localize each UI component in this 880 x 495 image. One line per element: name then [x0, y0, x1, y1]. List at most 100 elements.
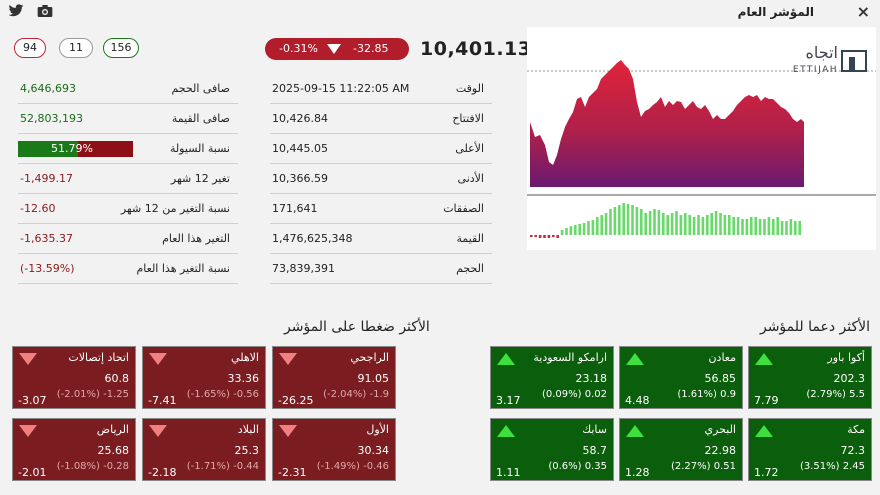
volume-bar [750, 217, 753, 235]
volume-bar [626, 204, 630, 235]
volume-bar [758, 219, 762, 235]
volume-bar [600, 215, 603, 235]
pressure-stock-card[interactable]: الراجحي 91.05 (-2.04%) -1.9 -26.25 [272, 346, 396, 409]
unchanged-count-badge: 11 [59, 38, 93, 58]
support-stock-card[interactable]: سابك 58.7 (0.6%) 0.35 1.11 [490, 418, 614, 481]
stock-price: 25.68 [97, 444, 130, 457]
detail-label: الأعلى [455, 142, 484, 155]
stock-change: (0.09%) 0.02 [541, 389, 607, 400]
index-impact: -26.25 [278, 394, 314, 407]
volume-bar [565, 228, 568, 235]
down-arrow-icon [327, 44, 341, 54]
support-stock-card[interactable]: معادن 56.85 (1.61%) 0.9 4.48 [619, 346, 743, 409]
detail-row: 2025-09-15 11:22:05 AM الوقت [270, 74, 492, 104]
stat-value: -1,635.37 [20, 232, 73, 245]
pressure-stock-card[interactable]: البلاد 25.3 (-1.71%) -0.44 -2.18 [142, 418, 266, 481]
detail-label: الأدنى [457, 172, 484, 185]
volume-bar [723, 215, 727, 235]
index-impact: -3.07 [18, 394, 47, 407]
volume-bar [745, 219, 749, 235]
volume-bar [684, 213, 687, 235]
pressure-stock-card[interactable]: اتحاد إتصالات 60.8 (-2.01%) -1.25 -3.07 [12, 346, 136, 409]
pressure-stock-card[interactable]: الاهلي 33.36 (-1.65%) -0.56 -7.41 [142, 346, 266, 409]
volume-bar [534, 235, 537, 237]
stock-price: 33.36 [227, 372, 260, 385]
pressure-section-title: الأكثر ضغطا على المؤشر [284, 319, 430, 335]
stat-row: -12.60 نسبة التغير من 12 شهر [18, 194, 238, 224]
volume-bar [574, 225, 577, 235]
index-impact: 3.17 [496, 394, 521, 407]
window-title: المؤشر العام [737, 5, 814, 19]
volume-bar [622, 203, 625, 235]
stock-change: (2.79%) 5.5 [806, 389, 865, 400]
detail-row: 73,839,391 الحجم [270, 254, 492, 284]
support-stock-card[interactable]: ارامكو السعودية 23.18 (0.09%) 0.02 3.17 [490, 346, 614, 409]
advancing-count-badge: 156 [103, 38, 139, 58]
volume-bar [666, 215, 669, 235]
stock-change: (-1.08%) -0.28 [56, 461, 129, 472]
support-section-title: الأكثر دعما للمؤشر [759, 319, 870, 335]
volume-bar [772, 219, 775, 235]
change-percent: -0.31% [279, 42, 318, 55]
stat-label: نسبة التغير من 12 شهر [120, 202, 230, 215]
camera-icon[interactable] [37, 4, 53, 18]
volume-bar [670, 213, 674, 235]
stock-price: 91.05 [357, 372, 390, 385]
volume-bar [719, 213, 722, 235]
detail-label: الحجم [456, 262, 484, 275]
stat-label: نسبة التغير هذا العام [136, 262, 230, 275]
stock-price: 58.7 [582, 444, 608, 457]
volume-bar [741, 219, 744, 235]
stock-name: الاهلي [231, 351, 259, 364]
volume-bar [587, 221, 590, 235]
detail-label: القيمة [456, 232, 484, 245]
pressure-stock-card[interactable]: الأول 30.34 (-1.49%) -0.46 -2.31 [272, 418, 396, 481]
stock-name: الراجحي [350, 351, 389, 364]
ettijah-logo-icon [840, 49, 868, 73]
volume-bar [710, 213, 713, 235]
stock-change: (-2.01%) -1.25 [56, 389, 129, 400]
volume-bar [688, 215, 691, 235]
detail-label: الوقت [455, 82, 484, 95]
stock-price: 25.3 [234, 444, 260, 457]
detail-row: 10,366.59 الأدنى [270, 164, 492, 194]
volume-bar [714, 211, 718, 235]
stock-name: البلاد [237, 423, 259, 436]
stat-label: صافى القيمة [171, 112, 230, 125]
liquidity-value: 51.79% [51, 142, 93, 155]
close-icon[interactable]: × [856, 2, 870, 21]
volume-bar [789, 219, 793, 235]
stock-change: (-1.71%) -0.44 [186, 461, 259, 472]
volume-bar [697, 215, 700, 235]
support-stock-card[interactable]: مكة 72.3 (3.51%) 2.45 1.72 [748, 418, 872, 481]
detail-row: 10,445.05 الأعلى [270, 134, 492, 164]
stock-name: سابك [582, 423, 607, 436]
stock-name: أكوا باور [827, 351, 865, 364]
down-arrow-icon [279, 353, 297, 365]
volume-bar [552, 235, 555, 237]
detail-value: 73,839,391 [272, 262, 335, 275]
volume-bar [547, 235, 551, 238]
stock-change: (-1.65%) -0.56 [186, 389, 259, 400]
twitter-icon[interactable] [8, 4, 24, 18]
detail-value: 10,445.05 [272, 142, 328, 155]
volume-bar [635, 207, 639, 235]
volume-bar [631, 205, 634, 235]
stock-name: مكة [847, 423, 865, 436]
volume-bar [640, 209, 643, 235]
volume-bar [648, 211, 652, 235]
stock-change: (3.51%) 2.45 [799, 461, 865, 472]
support-stock-card[interactable]: البحري 22.98 (2.27%) 0.51 1.28 [619, 418, 743, 481]
volume-bar [675, 211, 678, 235]
logo-latin: ETTIJAH [792, 65, 838, 75]
volume-bar [798, 221, 801, 235]
volume-bar [794, 221, 797, 235]
stock-name: الرياض [96, 423, 129, 436]
volume-bar [763, 219, 766, 235]
up-arrow-icon [755, 353, 773, 365]
index-impact: -2.01 [18, 466, 47, 479]
support-stock-card[interactable]: أكوا باور 202.3 (2.79%) 5.5 7.79 [748, 346, 872, 409]
pressure-stock-card[interactable]: الرياض 25.68 (-1.08%) -0.28 -2.01 [12, 418, 136, 481]
stat-value: 52,803,193 [20, 112, 83, 125]
index-impact: 4.48 [625, 394, 650, 407]
